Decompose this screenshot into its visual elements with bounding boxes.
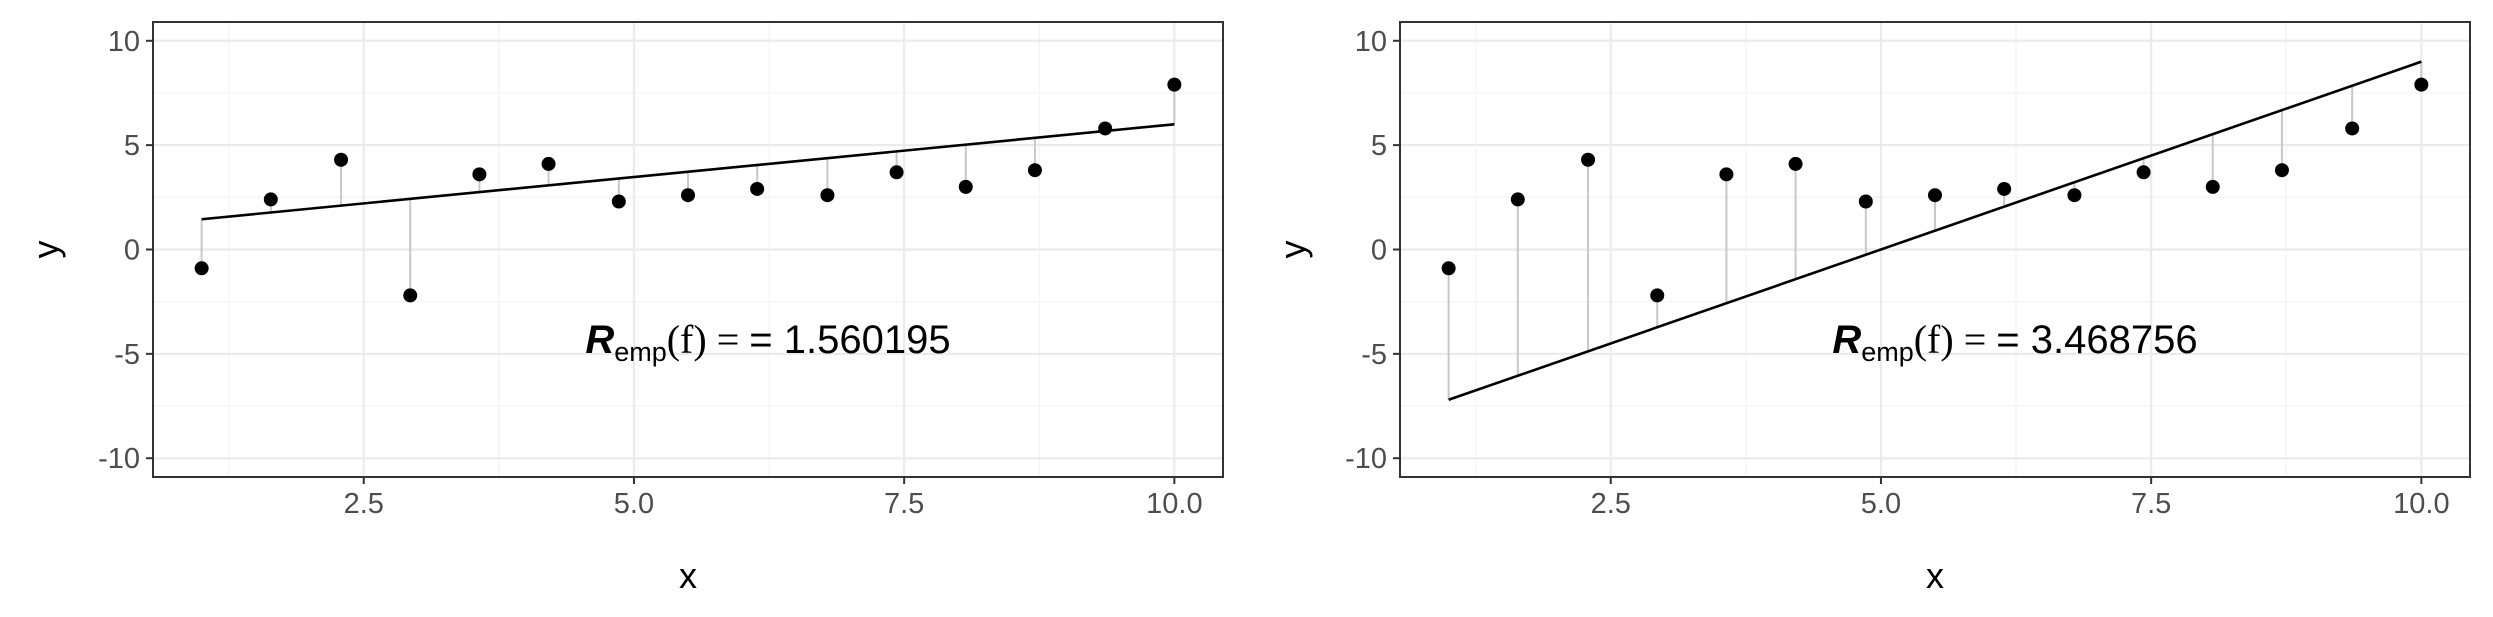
annotation-function: (f) = [667,317,750,362]
chart-left-svg: 2.5 5.0 7.5 10.0 -10 -5 0 5 10 x y Remp(f) = = 1.56… [25,21,1224,596]
y-tick-label: 10 [1355,26,1387,58]
data-point [1788,156,1803,171]
x-tick-label: 5.0 [614,488,654,520]
data-point [958,179,973,194]
data-point [403,288,418,303]
x-axis-title: x [1926,555,1944,596]
annotation-symbol: R [585,318,614,362]
data-point [1997,181,2012,196]
data-point [2136,165,2151,180]
annotation-value: = 3.468756 [1996,318,2197,362]
y-tick-label: 0 [1371,235,1387,267]
y-tick-label: -10 [98,443,140,475]
data-point [1719,167,1734,182]
data-point [1650,288,1665,303]
data-point [681,188,695,203]
y-tick-label: 0 [124,235,140,267]
data-point [2067,188,2082,203]
data-point [541,156,556,171]
data-point [820,188,835,203]
fit-line [1448,60,2422,402]
data-point [2345,121,2360,136]
y-tick-label: -10 [1345,443,1387,475]
y-tick-label: -5 [1361,339,1387,371]
x-tick-label: 7.5 [884,488,924,520]
data-point [1510,192,1525,207]
data-point [1858,194,1873,209]
x-tick-label: 10.0 [1146,488,1202,520]
data-point [1441,261,1456,276]
y-tick-label: 5 [1371,130,1387,162]
data-point [1098,121,1113,136]
data-point [334,152,349,167]
x-tick-label: 2.5 [1591,488,1631,520]
x-axis-title: x [679,555,697,596]
risk-annotation: Remp(f) = = 3.468756 [1832,317,2197,367]
data-point [750,181,765,196]
y-tick-label: 5 [124,130,140,162]
chart-right-svg: 2.5 5.0 7.5 10.0 -10 -5 0 5 10 x y Remp(f) = = 3.46… [1272,21,2471,596]
data-point [889,165,904,180]
risk-annotation: Remp(f) = = 1.560195 [585,317,950,367]
data-point [263,192,278,207]
annotation-value: = 1.560195 [749,318,950,362]
data-point [194,261,209,276]
x-tick-label: 10.0 [2393,488,2449,520]
annotation-subscript: emp [1861,337,1914,367]
y-axis-title: y [25,241,66,259]
x-tick-label: 5.0 [1861,488,1901,520]
y-axis-title: y [1272,241,1313,259]
y-tick-label: -5 [114,339,140,371]
data-point [1581,152,1596,167]
x-tick-label: 2.5 [344,488,384,520]
y-tick-label: 10 [108,26,140,58]
fit-line [201,122,1175,221]
data-point [472,167,487,182]
annotation-subscript: emp [614,337,667,367]
data-point [1928,188,1942,203]
data-point [1167,77,1182,92]
data-point [2274,163,2289,178]
data-point [2205,179,2220,194]
chart-left: 2.5 5.0 7.5 10.0 -10 -5 0 5 10 x y Remp(f) = = 1.56… [0,0,1246,612]
chart-right: 2.5 5.0 7.5 10.0 -10 -5 0 5 10 x y Remp(f) = = 3.46… [1247,0,2493,612]
data-point [2414,77,2429,92]
annotation-symbol: R [1832,318,1861,362]
data-point [1027,163,1042,178]
data-point [611,194,626,209]
x-tick-label: 7.5 [2131,488,2171,520]
annotation-function: (f) = [1914,317,1997,362]
